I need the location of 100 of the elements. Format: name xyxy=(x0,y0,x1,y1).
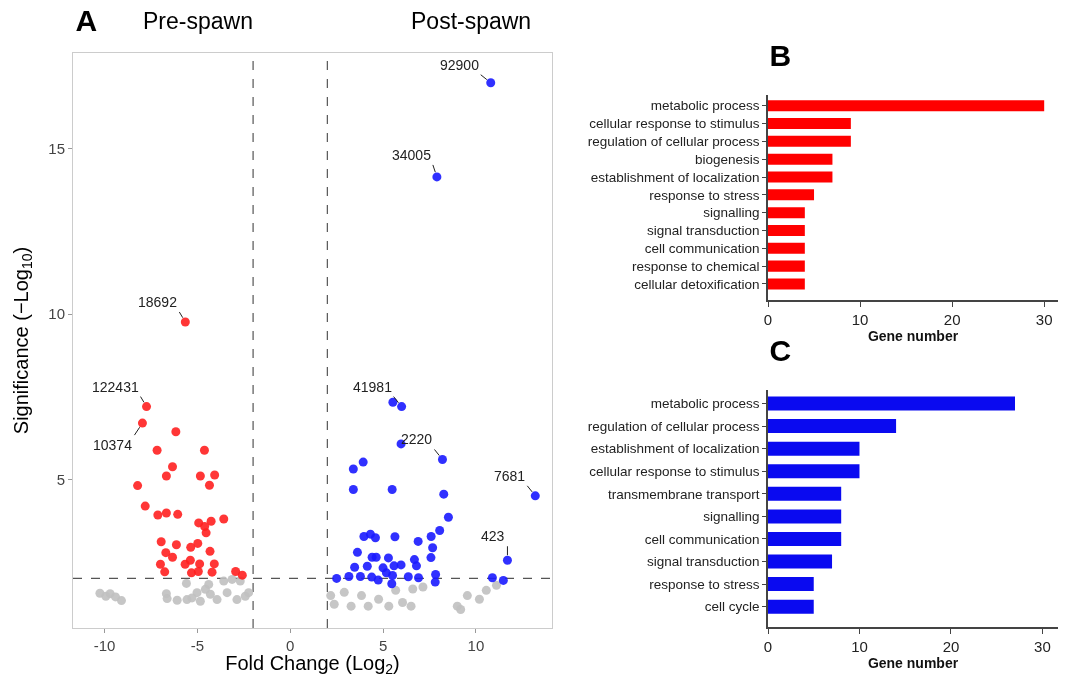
point xyxy=(456,604,466,614)
point xyxy=(426,531,436,541)
point xyxy=(411,561,421,571)
point xyxy=(160,567,170,577)
point xyxy=(502,555,512,565)
point xyxy=(443,512,453,522)
bar xyxy=(768,486,842,501)
point xyxy=(153,510,163,520)
annotation: 7681 xyxy=(494,468,526,484)
point xyxy=(195,471,205,481)
y-tick-label: cellular response to stimulus xyxy=(589,463,760,479)
bar xyxy=(768,118,851,130)
point xyxy=(498,575,508,585)
point xyxy=(388,570,398,580)
point xyxy=(431,569,441,579)
bar xyxy=(768,153,833,165)
point xyxy=(171,427,181,437)
point xyxy=(195,559,205,569)
point xyxy=(348,485,358,495)
x-tick-label: 20 xyxy=(942,637,960,655)
y-tick-label: signalling xyxy=(703,509,760,525)
y-tick-label: signal transduction xyxy=(646,223,760,239)
point xyxy=(362,561,372,571)
y-tick-label: cell communication xyxy=(644,241,760,257)
point xyxy=(161,548,171,558)
point xyxy=(133,481,143,491)
point xyxy=(140,501,150,511)
point xyxy=(430,577,440,587)
point xyxy=(219,576,229,586)
y-tick-label: cellular response to stimulus xyxy=(589,116,760,132)
chart-title: B xyxy=(769,38,792,72)
point xyxy=(406,601,416,611)
point xyxy=(212,595,222,605)
point xyxy=(199,445,209,455)
x-tick-label: 0 xyxy=(286,637,295,654)
y-tick-label: cell cycle xyxy=(704,599,760,615)
y-tick-label: establishment of localization xyxy=(590,441,760,457)
point xyxy=(371,552,381,562)
chart-title: C xyxy=(769,334,792,368)
bar xyxy=(768,531,842,546)
x-tick-label: 0 xyxy=(763,637,773,655)
point xyxy=(432,172,442,182)
point xyxy=(201,528,211,538)
annotation: 2220 xyxy=(401,431,433,447)
point xyxy=(435,526,445,536)
point xyxy=(408,584,418,594)
bar xyxy=(768,224,805,236)
annotation: 92900 xyxy=(440,57,480,73)
y-tick-label: metabolic process xyxy=(650,396,760,412)
point xyxy=(387,485,397,495)
point xyxy=(387,579,397,589)
x-tick-label: -5 xyxy=(190,637,205,654)
x-tick-label: 10 xyxy=(467,637,485,654)
point xyxy=(481,585,491,595)
point xyxy=(373,575,383,585)
annotation: 122431 xyxy=(92,379,139,395)
point xyxy=(426,553,436,563)
point xyxy=(209,559,219,569)
point xyxy=(193,566,203,576)
point xyxy=(173,509,183,519)
point xyxy=(374,594,384,604)
point xyxy=(244,588,254,598)
y-tick-label: biogenesis xyxy=(695,151,760,167)
point xyxy=(418,582,428,592)
annotation: 423 xyxy=(481,528,505,544)
point xyxy=(219,514,229,524)
point xyxy=(403,572,413,582)
bar xyxy=(768,242,805,254)
point xyxy=(210,470,220,480)
point xyxy=(384,601,394,611)
chart-title: A xyxy=(75,4,98,38)
y-tick-label: response to stress xyxy=(649,187,760,203)
point xyxy=(227,574,237,584)
point xyxy=(237,570,247,580)
y-tick-label: response to stress xyxy=(649,576,760,592)
x-tick-label: 10 xyxy=(851,637,868,655)
point xyxy=(487,573,497,583)
x-tick-label: 10 xyxy=(851,310,869,328)
point xyxy=(193,538,203,548)
point xyxy=(181,578,191,588)
point xyxy=(187,593,197,603)
bar xyxy=(768,171,833,183)
x-axis-title: Fold Change (Log$_{2}$) xyxy=(225,651,400,677)
bar xyxy=(768,207,805,219)
point xyxy=(397,402,407,412)
y-tick-label: 15 xyxy=(48,140,65,158)
y-tick-label: response to chemical xyxy=(631,258,760,274)
y-tick-label: transmembrane transport xyxy=(607,486,760,502)
point xyxy=(231,566,241,576)
bar xyxy=(768,577,814,592)
x-tick-label: 20 xyxy=(943,310,961,328)
point xyxy=(370,533,380,543)
annotation: 41981 xyxy=(353,379,393,395)
point xyxy=(388,397,398,407)
point xyxy=(200,584,210,594)
point xyxy=(156,537,166,547)
annotation: 18692 xyxy=(138,294,178,310)
point xyxy=(352,547,362,557)
point xyxy=(355,571,365,581)
x-tick-label: 30 xyxy=(1034,637,1051,655)
